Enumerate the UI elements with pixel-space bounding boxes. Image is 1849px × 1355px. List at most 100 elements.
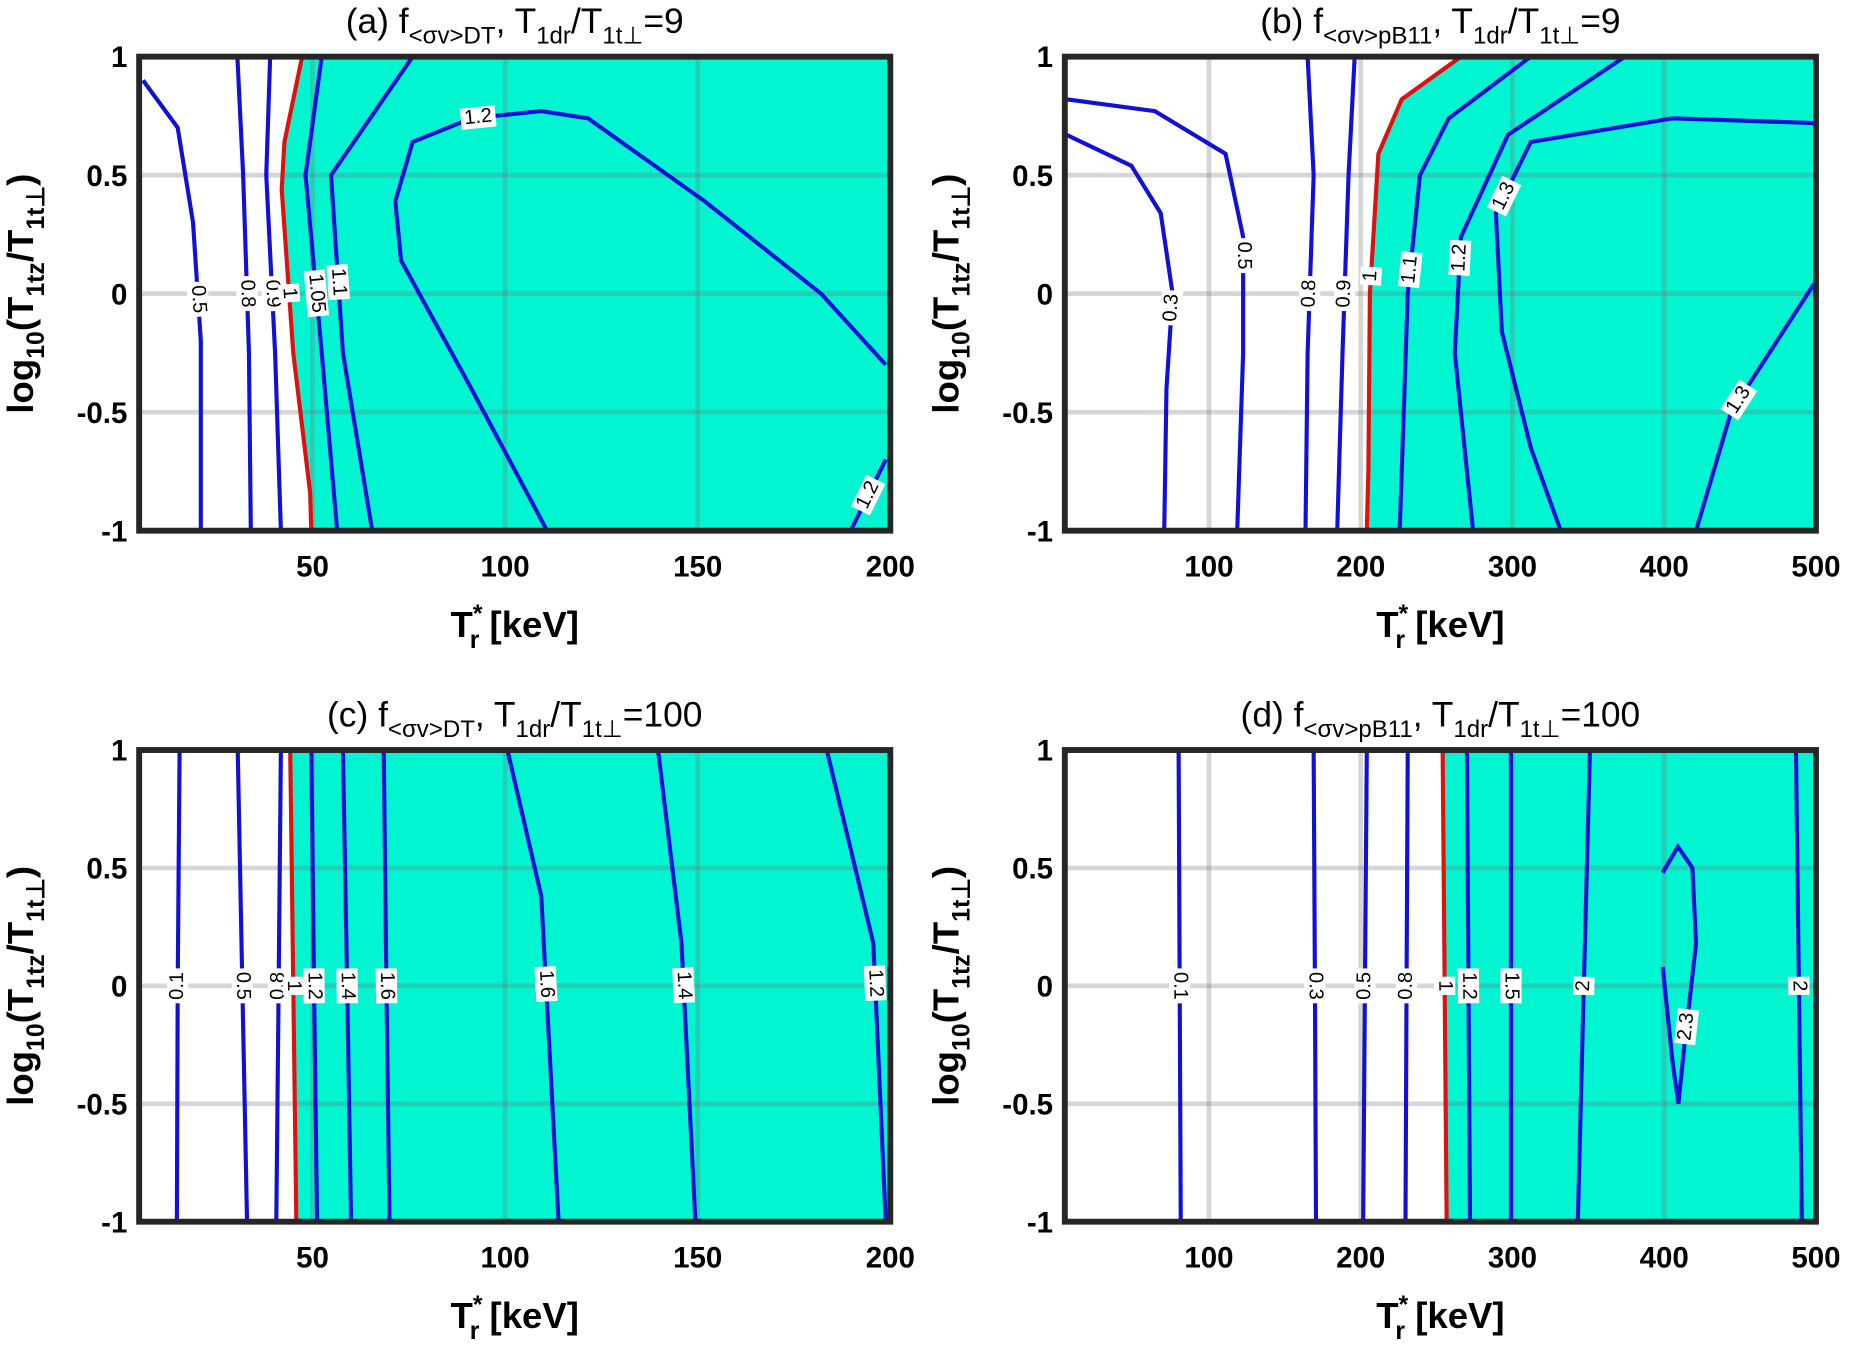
contour-line — [264, 56, 283, 531]
label-bg — [459, 105, 497, 130]
contour-label-text: 1.1 — [327, 267, 351, 296]
contour-label-text: 0.3 — [1159, 293, 1183, 322]
contour-label: 0.3 — [1159, 289, 1184, 326]
contour-label: 2.3 — [1673, 1008, 1700, 1046]
label-bg — [1788, 976, 1810, 996]
contour-label-text: 1 — [1359, 270, 1382, 282]
contour-label-text: 1.2 — [1458, 972, 1480, 1000]
text-part: <σv>DT — [388, 716, 475, 743]
text-part: , T — [496, 2, 537, 41]
contour-label-text: 1.2 — [864, 969, 887, 998]
text-part: [keV] — [479, 604, 579, 645]
contour-label: 0.5 — [1232, 238, 1255, 274]
text-part: /T — [571, 2, 602, 41]
text-part: , T — [475, 695, 516, 734]
panel: 0.5 0.8 0.91 1.051.11.21.250 100 150 200-1-0.5… — [0, 2, 915, 654]
x-tick-label: 200 — [1336, 1242, 1385, 1275]
x-tick-label: 200 — [866, 1242, 915, 1275]
label-bg — [1298, 275, 1321, 312]
x-tick-label: 100 — [1184, 1242, 1233, 1275]
x-tick-label: 50 — [296, 551, 329, 584]
label-bg — [166, 968, 189, 1004]
label-bg — [1397, 251, 1423, 289]
text-part: * — [473, 1292, 483, 1319]
x-tick-label: 300 — [1488, 551, 1537, 584]
contour-line — [141, 79, 203, 531]
label-bg — [534, 966, 558, 1003]
plot-area: 0.1 0.3 0.5 0.8 1 1.2 1.5 2 2 2.3 — [1064, 750, 1816, 1222]
y-tick-label: 0 — [111, 278, 127, 311]
text-part: (T — [926, 989, 967, 1024]
y-tick-label: 0 — [111, 970, 127, 1003]
label-bg — [277, 283, 301, 304]
contour-label: 0.8 — [1297, 275, 1321, 312]
text-part: /T — [550, 695, 581, 734]
label-bg — [336, 968, 359, 1004]
text-part: /T — [0, 230, 41, 262]
label-bg — [260, 275, 284, 312]
y-tick-label: 1 — [1037, 735, 1053, 768]
text-part: ) — [926, 866, 967, 878]
text-part: /T — [0, 922, 41, 954]
contour-line — [1364, 56, 1463, 531]
contour-label: 1 — [282, 976, 305, 996]
plot-frame — [136, 747, 894, 1225]
chart-title: (a) f<σv>DT, T1dr/T1t⊥=9 — [346, 2, 684, 50]
y-tick-label: -1 — [101, 1206, 127, 1239]
contour-label: 1.2 — [863, 965, 887, 1002]
contour-line — [1397, 56, 1532, 531]
contour-label: 1.5 — [1500, 968, 1523, 1004]
contour-label-text: 0.3 — [1305, 972, 1327, 1000]
region-fill — [281, 56, 891, 531]
label-bg — [235, 275, 259, 312]
y-tick-label: 1 — [1037, 41, 1053, 74]
label-bg — [1674, 1008, 1700, 1046]
text-part: (a) f — [346, 2, 409, 41]
label-bg — [303, 968, 325, 1004]
y-tick-label: -1 — [1027, 515, 1053, 548]
y-tick-label: -0.5 — [77, 397, 128, 430]
y-tick-label: 1 — [111, 735, 127, 768]
contour-line — [1065, 132, 1175, 531]
plot-area: 0.1 0.5 0.811.2 1.4 1.6 1.6 1.4 1.2 — [139, 750, 891, 1222]
text-part: 10 — [949, 331, 976, 359]
text-part: =100 — [623, 695, 703, 734]
contour-label-text: 1.4 — [673, 971, 696, 1000]
x-tick-label: 200 — [866, 551, 915, 584]
label-bg — [1486, 175, 1522, 217]
contour-label: 1.1 — [1397, 251, 1423, 289]
text-part: r — [1395, 627, 1405, 654]
contour-label: 0.8 — [1395, 968, 1418, 1004]
x-tick-label: 200 — [1336, 551, 1385, 584]
plot-frame — [1061, 53, 1819, 534]
contour-label: 0.5 — [186, 281, 211, 318]
text-part: 1tz — [949, 954, 976, 989]
y-tick-label: -0.5 — [77, 1088, 128, 1121]
text-part: /T — [926, 230, 967, 262]
text-part: T — [1376, 604, 1398, 645]
label-bg — [1448, 239, 1472, 276]
text-part: * — [473, 601, 483, 628]
text-part: /T — [926, 922, 967, 954]
label-bg — [326, 263, 350, 301]
contour-line — [1452, 56, 1626, 531]
text-part: log — [926, 1051, 967, 1106]
text-part: 1tz — [949, 262, 976, 297]
contour-label-text: 1 — [1434, 980, 1456, 991]
label-bg — [231, 968, 254, 1004]
contour-line — [824, 750, 888, 1222]
contour-label-text: 2 — [1572, 980, 1594, 992]
chart-title: (c) f<σv>DT, T1dr/T1t⊥=100 — [327, 695, 702, 743]
contour-label: 1.05 — [303, 269, 330, 318]
text-part: 1t⊥ — [1520, 716, 1561, 743]
contour-label: 0.8 — [235, 275, 259, 312]
contour-label-text: 0.1 — [166, 972, 188, 1000]
y-tick-label: 0.5 — [1012, 853, 1053, 886]
text-part: (b) f — [1260, 2, 1323, 41]
label-bg — [1333, 275, 1356, 312]
chart-title: (b) f<σv>pB11, T1dr/T1t⊥=9 — [1260, 2, 1620, 50]
contour-label-text: 1 — [278, 287, 301, 300]
